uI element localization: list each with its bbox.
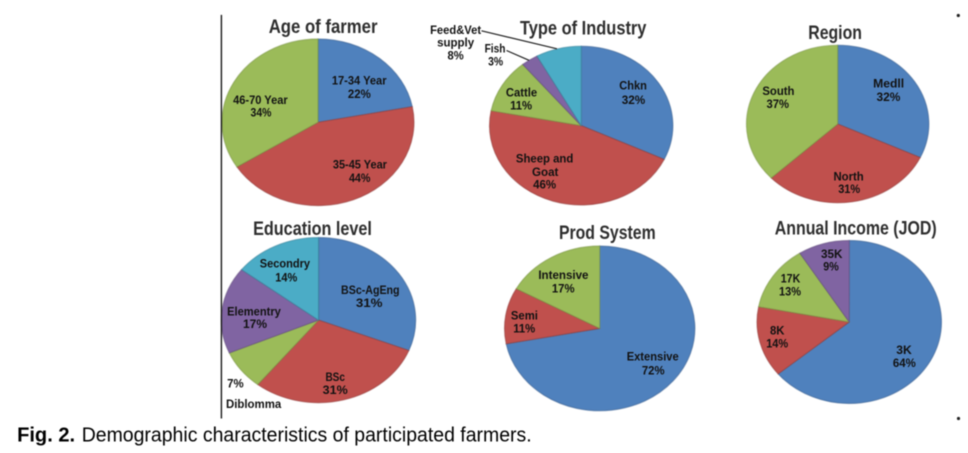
svg-text:13%: 13% <box>779 285 801 299</box>
svg-text:Cattle: Cattle <box>506 86 537 100</box>
svg-text:North: North <box>834 170 864 184</box>
svg-text:Education level: Education level <box>253 219 372 240</box>
svg-text:BSc: BSc <box>325 370 345 384</box>
svg-text:8%: 8% <box>448 49 464 63</box>
svg-text:34%: 34% <box>251 105 272 119</box>
svg-text:9%: 9% <box>823 260 839 274</box>
svg-text:31%: 31% <box>838 182 860 196</box>
svg-text:Elementry: Elementry <box>227 305 281 319</box>
svg-text:Chkn: Chkn <box>619 79 647 93</box>
svg-text:Extensive: Extensive <box>627 350 679 364</box>
svg-text:64%: 64% <box>893 356 916 370</box>
svg-text:Secondry: Secondry <box>260 257 310 271</box>
svg-text:17%: 17% <box>243 317 267 331</box>
svg-text:11%: 11% <box>510 98 532 112</box>
svg-text:Intensive: Intensive <box>538 268 588 282</box>
svg-text:Demographic characteristics of: Demographic characteristics of participa… <box>82 423 532 446</box>
svg-text:Prod System: Prod System <box>559 223 656 244</box>
svg-text:Sheep and: Sheep and <box>516 151 573 165</box>
svg-text:17-34 Year: 17-34 Year <box>332 73 387 87</box>
svg-text:35K: 35K <box>821 247 843 261</box>
svg-text:35-45 Year: 35-45 Year <box>333 158 387 172</box>
svg-text:7%: 7% <box>227 377 244 391</box>
svg-text:14%: 14% <box>275 271 297 285</box>
svg-text:31%: 31% <box>356 296 383 310</box>
svg-text:Medll: Medll <box>873 77 904 91</box>
svg-text:BSc-AgEng: BSc-AgEng <box>341 283 400 297</box>
svg-text:44%: 44% <box>349 171 371 185</box>
svg-text:17%: 17% <box>552 282 575 296</box>
svg-text:11%: 11% <box>513 321 535 335</box>
svg-text:South: South <box>762 84 794 98</box>
svg-text:3K: 3K <box>896 343 912 357</box>
svg-text:supply: supply <box>437 36 474 50</box>
svg-text:8K: 8K <box>770 324 785 338</box>
svg-text:31%: 31% <box>323 383 348 397</box>
svg-text:Goat: Goat <box>532 165 558 179</box>
svg-text:Annual Income (JOD): Annual Income (JOD) <box>775 219 937 240</box>
svg-text:Fish: Fish <box>485 42 506 56</box>
svg-text:Region: Region <box>808 23 862 44</box>
svg-text:3%: 3% <box>488 54 503 68</box>
svg-text:17K: 17K <box>781 272 801 286</box>
svg-text:Fig. 2.: Fig. 2. <box>17 423 75 446</box>
svg-text:Semi: Semi <box>511 309 538 323</box>
svg-text:Age of farmer: Age of farmer <box>269 17 378 38</box>
svg-text:Feed&Vet: Feed&Vet <box>430 23 481 37</box>
svg-text:72%: 72% <box>642 363 665 377</box>
svg-text:22%: 22% <box>348 87 371 101</box>
svg-text:32%: 32% <box>622 93 646 107</box>
svg-text:32%: 32% <box>876 90 900 104</box>
svg-text:46-70 Year: 46-70 Year <box>233 93 288 107</box>
svg-text:Diblomma: Diblomma <box>226 397 281 411</box>
svg-text:14%: 14% <box>766 336 788 350</box>
svg-text:37%: 37% <box>767 97 790 111</box>
svg-text:46%: 46% <box>533 178 556 192</box>
svg-text:Type of Industry: Type of Industry <box>520 18 647 39</box>
